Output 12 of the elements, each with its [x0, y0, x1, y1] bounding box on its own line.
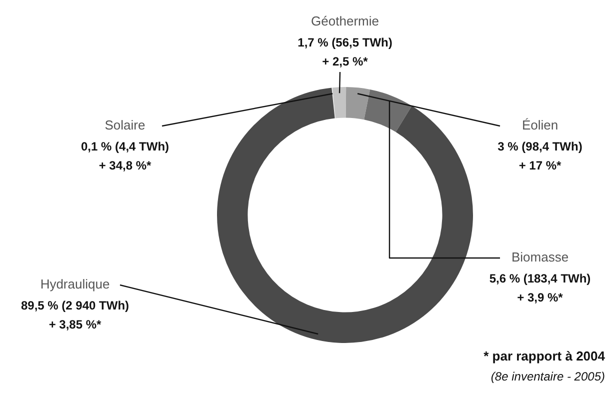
- slice-label: Géothermie: [311, 14, 379, 29]
- data-label: 3 % (98,4 TWh) + 17 %*: [498, 139, 582, 172]
- data-label: 1,7 % (56,5 TWh) + 2,5 %*: [298, 35, 392, 68]
- data-label: 0,1 % (4,4 TWh) + 34,8 %*: [80, 139, 170, 172]
- slice-label: Éolien: [522, 118, 558, 133]
- slice-label: Biomasse: [511, 250, 569, 265]
- data-label: 5,6 % (183,4 TWh) + 3,9 %*: [489, 271, 591, 304]
- slice-label: Hydraulique: [40, 276, 110, 292]
- text: (8e inventaire - 2005): [490, 369, 605, 384]
- data-label: 89,5 % (2 940 TWh) + 3,85 %*: [20, 298, 130, 332]
- text: * par rapport à 2004: [484, 348, 606, 364]
- slice-label: Solaire: [104, 118, 146, 133]
